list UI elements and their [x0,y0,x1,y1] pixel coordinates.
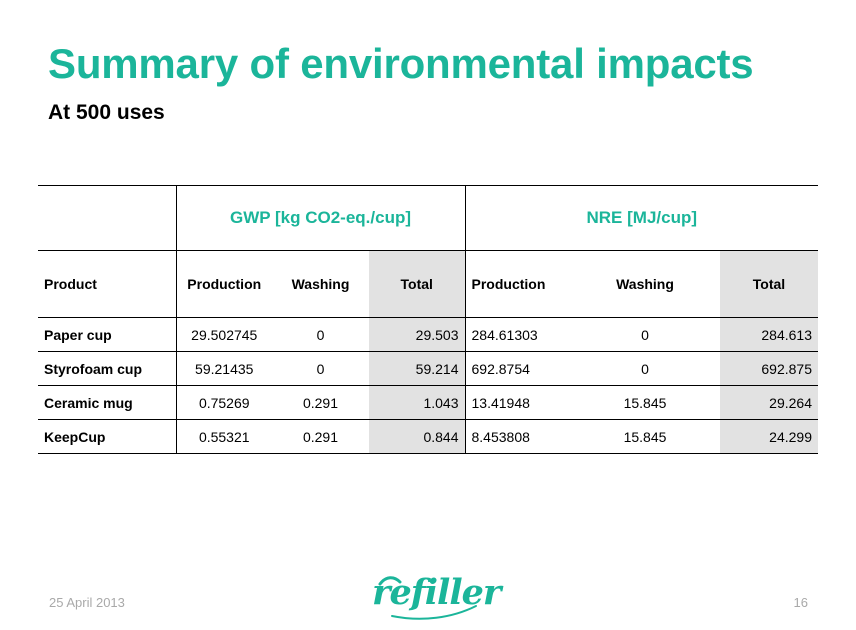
product-cell: Styrofoam cup [38,351,177,386]
column-header-nre-production: Production [465,250,570,318]
gwp-production-cell: 0.75269 [176,385,272,420]
empty-corner-cell [38,185,177,251]
column-header-nre-total: Total [720,250,818,318]
refiller-logo: refiller [372,572,501,622]
column-header-product: Product [38,250,177,318]
nre-total-cell: 29.264 [720,385,818,420]
nre-production-cell: 13.41948 [465,385,570,420]
product-cell: KeepCup [38,419,177,454]
nre-washing-cell: 15.845 [570,385,720,420]
gwp-total-cell: 1.043 [369,385,466,420]
logo-swoosh-icon [378,576,477,620]
slide-subtitle: At 500 uses [48,101,165,124]
gwp-production-cell: 29.502745 [176,317,272,352]
column-header-gwp-washing: Washing [272,250,369,318]
table-row: Styrofoam cup 59.21435 0 59.214 692.8754… [38,351,818,386]
product-cell: Paper cup [38,317,177,352]
nre-production-cell: 8.453808 [465,419,570,454]
gwp-total-cell: 0.844 [369,419,466,454]
product-cell: Ceramic mug [38,385,177,420]
table-row: Ceramic mug 0.75269 0.291 1.043 13.41948… [38,385,818,420]
nre-washing-cell: 0 [570,351,720,386]
gwp-total-cell: 59.214 [369,351,466,386]
table-row: KeepCup 0.55321 0.291 0.844 8.453808 15.… [38,419,818,454]
impacts-table: GWP [kg CO2-eq./cup] NRE [MJ/cup] Produc… [38,185,818,454]
nre-production-cell: 692.8754 [465,351,570,386]
gwp-washing-cell: 0 [272,351,369,386]
nre-washing-cell: 0 [570,317,720,352]
gwp-washing-cell: 0.291 [272,419,369,454]
column-header-nre-washing: Washing [570,250,720,318]
table-row: Paper cup 29.502745 0 29.503 284.61303 0… [38,317,818,352]
footer-date: 25 April 2013 [49,595,125,610]
column-header-gwp-production: Production [176,250,272,318]
table-column-header-row: Product Production Washing Total Product… [38,250,818,318]
nre-total-cell: 24.299 [720,419,818,454]
table-group-header-row: GWP [kg CO2-eq./cup] NRE [MJ/cup] [38,185,818,251]
page-number: 16 [793,595,808,610]
gwp-production-cell: 0.55321 [176,419,272,454]
slide-title: Summary of environmental impacts [48,40,754,87]
gwp-washing-cell: 0 [272,317,369,352]
gwp-total-cell: 29.503 [369,317,466,352]
nre-production-cell: 284.61303 [465,317,570,352]
nre-washing-cell: 15.845 [570,419,720,454]
gwp-production-cell: 59.21435 [176,351,272,386]
nre-total-cell: 284.613 [720,317,818,352]
gwp-group-header: GWP [kg CO2-eq./cup] [176,185,466,251]
gwp-washing-cell: 0.291 [272,385,369,420]
nre-group-header: NRE [MJ/cup] [465,185,818,251]
column-header-gwp-total: Total [369,250,466,318]
nre-total-cell: 692.875 [720,351,818,386]
